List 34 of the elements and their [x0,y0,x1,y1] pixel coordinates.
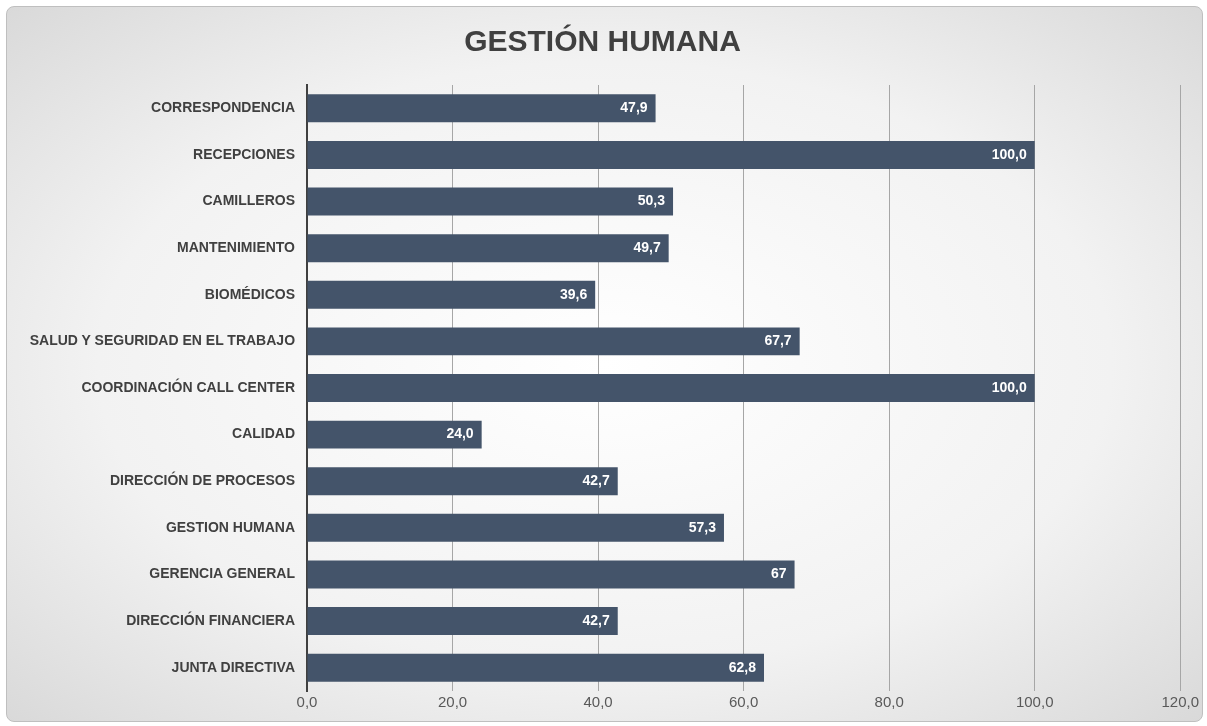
y-tick-label: GERENCIA GENERAL [149,565,296,582]
data-label: 67,7 [764,332,792,349]
y-tick-label: BIOMÉDICOS [204,285,296,302]
x-tick-label: 20,0 [437,693,468,711]
data-label: 67 [770,565,787,582]
y-tick-label: COORDINACIÓN CALL CENTER [81,377,296,395]
data-label: 50,3 [637,192,666,209]
y-tick-label: CORRESPONDENCIA [151,99,296,116]
x-tick-label: 100,0 [1015,693,1054,711]
x-tick-label: 80,0 [874,693,904,711]
data-label: 42,7 [582,611,610,628]
y-tick-label: CALIDAD [232,425,296,442]
y-tick-label: SALUD Y SEGURIDAD EN EL TRABAJO [29,332,296,349]
data-label: 62,8 [728,658,757,675]
y-tick-label: MANTENIMIENTO [177,239,296,256]
data-label: 100,0 [991,145,1027,162]
x-tick-label: 0,0 [296,693,318,711]
y-tick-label: DIRECCIÓN FINANCIERA [126,610,296,628]
x-tick-label: 120,0 [1161,693,1200,711]
data-label: 39,6 [559,285,588,302]
data-label: 47,9 [620,99,648,116]
y-tick-label: JUNTA DIRECTIVA [171,658,296,675]
x-tick-label: 60,0 [729,693,759,711]
y-tick-label: CAMILLEROS [202,192,296,209]
y-tick-label: RECEPCIONES [193,145,296,162]
data-label: 100,0 [991,378,1027,395]
data-label: 42,7 [582,472,610,489]
chart-title: GESTIÓN HUMANA [464,24,741,58]
y-tick-label: DIRECCIÓN DE PROCESOS [109,471,296,489]
data-label: 49,7 [633,239,661,256]
data-label: 24,0 [446,425,474,442]
x-tick-label: 40,0 [583,693,613,711]
y-tick-label: GESTION HUMANA [165,518,296,535]
data-label: 57,3 [688,518,717,535]
